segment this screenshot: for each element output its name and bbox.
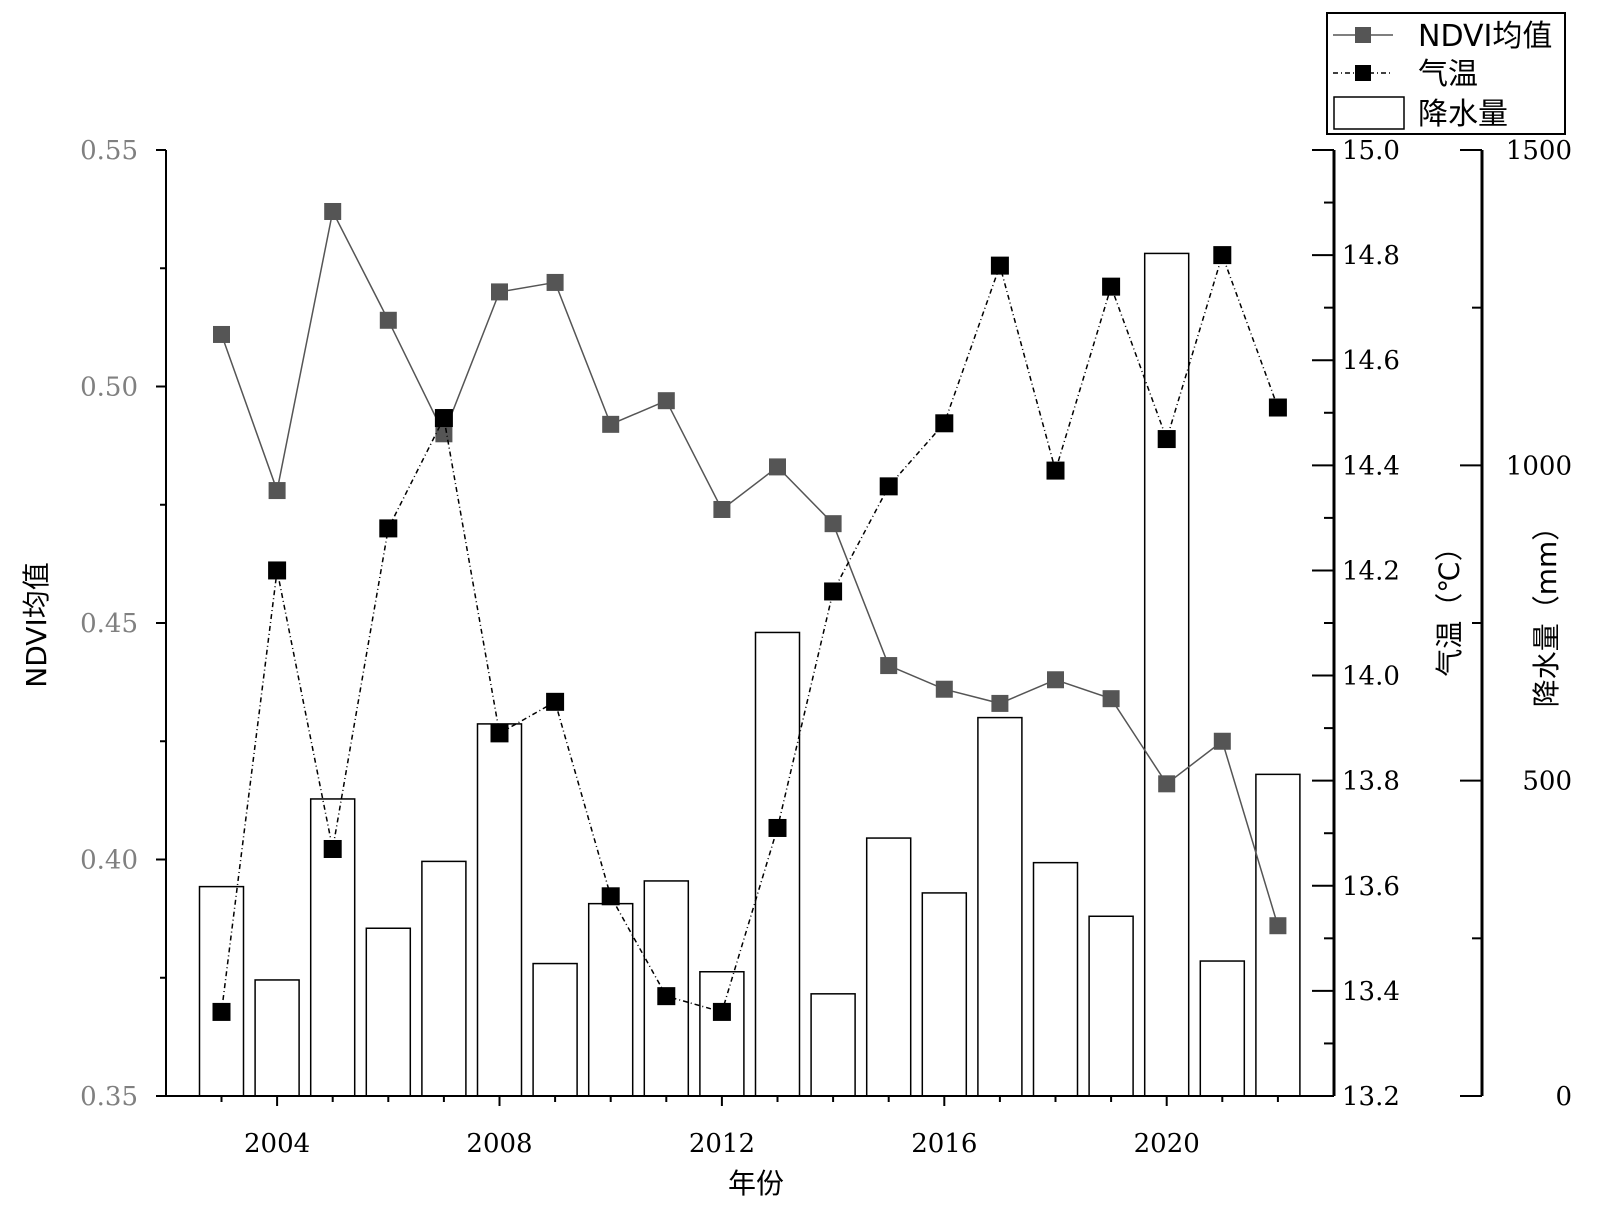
precipitation-bar (532, 962, 578, 1097)
y-right2-tick-label: 1000 (1506, 451, 1572, 481)
temperature-marker (212, 1002, 231, 1021)
y-right2-tick-label: 1500 (1506, 136, 1572, 166)
precipitation-bar (865, 837, 912, 1097)
temperature-marker (379, 519, 398, 538)
ndvi-marker (491, 283, 508, 301)
ndvi-marker (1047, 671, 1064, 689)
temperature-marker (490, 724, 509, 743)
precipitation-bar (365, 927, 412, 1097)
x-tick-label: 2008 (466, 1129, 532, 1159)
y-right1-tick-label: 14.0 (1342, 662, 1400, 692)
precipitation-bar (1255, 773, 1301, 1097)
precipitation-bar (254, 979, 300, 1097)
ndvi-marker (1102, 690, 1120, 708)
axes: 0.35 0.40 0.45 0.50 0.55 2004 2008 2012 2016 2020… (80, 136, 1572, 1159)
ndvi-marker (1158, 775, 1176, 793)
x-tick-label: 2020 (1134, 1129, 1200, 1159)
temperature-marker (879, 477, 898, 496)
precipitation-bar (1032, 861, 1079, 1097)
temperature-marker (434, 409, 453, 428)
ndvi-marker (935, 680, 953, 698)
ndvi-marker (991, 694, 1009, 712)
x-tick-label: 2004 (244, 1129, 310, 1159)
precipitation-bar (754, 631, 801, 1097)
ndvi-marker (602, 415, 620, 433)
y-right2-tick-label: 500 (1522, 767, 1572, 797)
ndvi-marker (1213, 732, 1231, 750)
temperature-marker (546, 692, 565, 711)
temperature-marker (268, 561, 287, 580)
x-tick-label: 2012 (689, 1129, 755, 1159)
temperature-marker (323, 839, 342, 858)
y-right1-tick-label: 14.4 (1342, 451, 1400, 481)
precipitation-bar (198, 885, 245, 1097)
y-right2-axis-title: 降水量（mm） (1530, 513, 1563, 708)
ndvi-marker (213, 325, 230, 343)
y-left-tick-label: 0.40 (80, 846, 138, 876)
y-right1-tick-label: 15.0 (1342, 136, 1400, 166)
y-left-tick-label: 0.35 (80, 1082, 138, 1112)
y-right2-tick-label: 0 (1555, 1082, 1572, 1112)
legend-temp-marker (1355, 65, 1371, 81)
y-right1-tick-label: 13.4 (1342, 977, 1400, 1007)
ndvi-marker (324, 202, 342, 220)
legend: NDVI均值 气温 降水量 (1326, 12, 1566, 135)
y-left-tick-label: 0.50 (80, 373, 138, 403)
temperature-line (220, 252, 1279, 1013)
precipitation-bar (1088, 915, 1134, 1097)
temperature-marker (712, 1002, 731, 1021)
ndvi-marker (824, 515, 842, 533)
y-right1-tick-label: 13.2 (1342, 1082, 1400, 1112)
precipitation-bar (1143, 252, 1190, 1097)
temperature-marker (768, 818, 787, 837)
temperature-marker (657, 987, 676, 1006)
y-right1-tick-label: 14.2 (1342, 556, 1400, 586)
x-axis-title: 年份 (728, 1167, 784, 1200)
legend-precip-swatch (1333, 96, 1405, 130)
temperature-marker (1102, 277, 1121, 296)
ndvi-marker (1269, 917, 1287, 935)
ndvi-marker (769, 458, 786, 476)
ndvi-marker (546, 273, 564, 291)
precipitation-bar (587, 902, 634, 1097)
ndvi-marker (435, 425, 453, 443)
precipitation-bar (476, 723, 523, 1097)
temperature-marker (935, 414, 954, 433)
precipitation-bar (977, 716, 1023, 1097)
ndvi-marker (713, 500, 731, 518)
precipitation-bar (1199, 960, 1246, 1097)
y-left-tick-label: 0.55 (80, 136, 138, 166)
precipitation-bar (699, 971, 745, 1097)
precipitation-bar (810, 993, 856, 1097)
temperature-marker (1157, 430, 1176, 449)
ndvi-marker (657, 392, 675, 410)
y-right1-axis-title: 气温（℃） (1433, 533, 1466, 676)
ndvi-marker (880, 657, 898, 675)
precipitation-bars (198, 252, 1301, 1097)
ndvi-marker (268, 482, 286, 500)
temperature-marker (601, 887, 620, 906)
y-left-tick-label: 0.45 (80, 609, 138, 639)
y-right1-tick-label: 14.8 (1342, 241, 1400, 271)
y-right1-tick-label: 13.8 (1342, 767, 1400, 797)
temperature-marker (990, 256, 1009, 275)
y-right1-tick-label: 14.6 (1342, 346, 1400, 376)
ndvi-line (220, 209, 1279, 926)
temperature-marker (1046, 461, 1065, 480)
legend-ndvi-label: NDVI均值 (1418, 19, 1552, 54)
legend-ndvi-marker (1355, 27, 1371, 43)
legend-precip-label: 降水量 (1418, 97, 1508, 132)
x-tick-label: 2016 (911, 1129, 977, 1159)
temperature-marker (1268, 398, 1287, 417)
temperature-marker (824, 582, 843, 601)
y-right1-tick-label: 13.6 (1342, 872, 1400, 902)
precipitation-bar (921, 892, 968, 1097)
ndvi-marker (379, 311, 397, 329)
legend-temp-label: 气温 (1418, 57, 1478, 92)
precipitation-bar (421, 860, 467, 1097)
series-lines (212, 202, 1287, 1021)
temperature-marker (1213, 246, 1232, 265)
y-left-axis-title: NDVI均值 (20, 562, 53, 687)
